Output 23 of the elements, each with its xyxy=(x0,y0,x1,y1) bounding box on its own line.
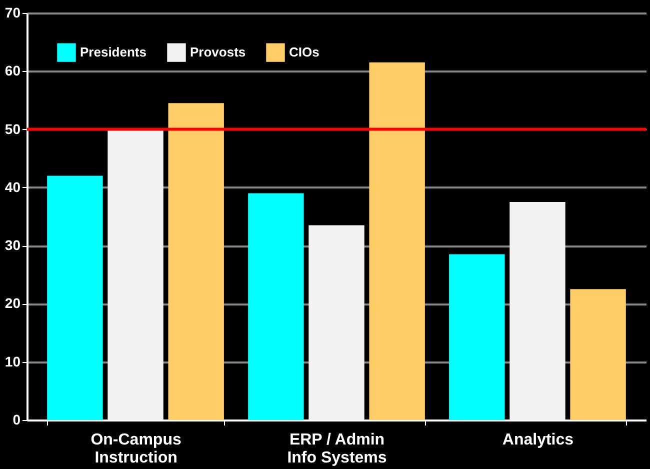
bar xyxy=(248,193,304,420)
bar xyxy=(108,129,164,420)
bar xyxy=(510,202,566,420)
y-tick-label: 20 xyxy=(4,295,21,312)
x-tick-label: Analytics xyxy=(502,432,574,448)
legend-label: CIOs xyxy=(289,44,320,60)
legend-label: Provosts xyxy=(190,44,246,60)
y-tick-label: 70 xyxy=(4,4,21,20)
bar xyxy=(168,103,224,420)
y-tick-label: 40 xyxy=(4,178,21,195)
y-tick-label: 10 xyxy=(4,353,21,370)
x-tick-label: On-Campus Instruction xyxy=(90,432,182,466)
legend-label: Presidents xyxy=(80,44,146,60)
y-tick-label: 50 xyxy=(4,120,21,137)
bar xyxy=(47,176,103,420)
bar xyxy=(449,254,505,420)
x-tick-label: ERP / Admin Info Systems xyxy=(287,432,387,466)
y-tick-label: 30 xyxy=(4,237,21,254)
y-tick-label: 60 xyxy=(4,62,21,79)
y-tick-label: 0 xyxy=(12,412,21,428)
bar xyxy=(570,289,626,420)
bar xyxy=(369,62,425,420)
bar xyxy=(308,225,364,420)
